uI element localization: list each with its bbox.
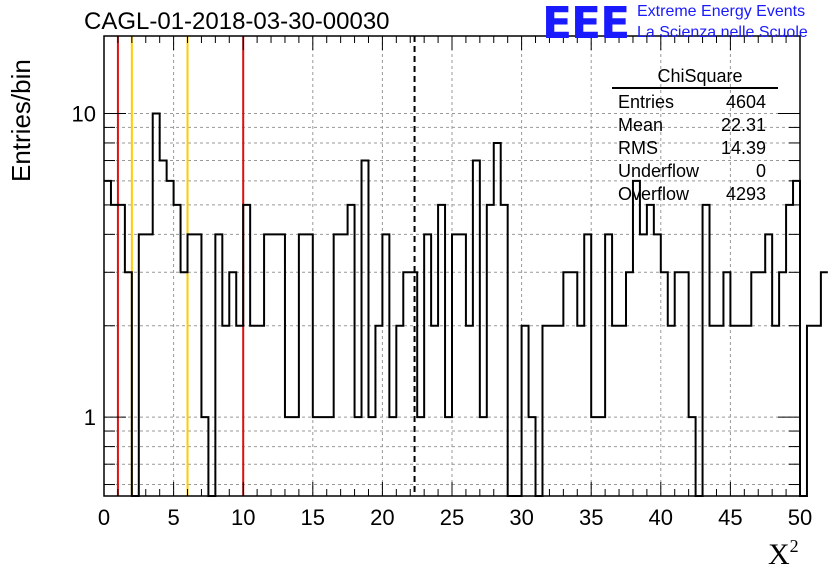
- x-tick-label: 25: [440, 505, 464, 530]
- x-tick-label: 50: [788, 505, 812, 530]
- logo-line-1: Extreme Energy Events: [637, 3, 806, 20]
- stats-row: Overflow 4293: [618, 184, 766, 204]
- x-tick-label: 30: [509, 505, 533, 530]
- y-tick-label: 10: [72, 102, 96, 127]
- x-axis-label: X2: [768, 536, 799, 571]
- reference-lines: [116, 36, 416, 496]
- histogram-series: [104, 112, 828, 497]
- x-tick-label: 40: [649, 505, 673, 530]
- x-tick-label: 35: [579, 505, 603, 530]
- y-tick-label: 1: [84, 405, 96, 430]
- stats-box: ChiSquare Entries 4604 Mean 22.31 RMS 14.39…: [612, 66, 778, 206]
- stats-row: Mean 22.31: [618, 115, 766, 135]
- logo-line-2: La Scienza nelle Scuole: [637, 24, 808, 41]
- x-tick-label: 0: [98, 505, 110, 530]
- x-tick-label: 10: [231, 505, 255, 530]
- x-tick-label: 45: [718, 505, 742, 530]
- y-tick-labels: 1 10: [72, 102, 96, 431]
- stats-box-title: ChiSquare: [657, 66, 743, 86]
- x-tick-label: 20: [370, 505, 394, 530]
- stats-box-divider: [612, 87, 778, 89]
- x-tick-label: 5: [167, 505, 179, 530]
- x-tick-label: 15: [301, 505, 325, 530]
- y-axis-label: Entries/bin: [6, 59, 36, 182]
- eee-logo: EEE: [542, 0, 630, 49]
- chart-title: CAGL-01-2018-03-30-00030: [84, 8, 390, 35]
- stats-row: Entries 4604: [618, 92, 766, 112]
- x-tick-labels: 0 5 10 15 20 25 30 35 40 45 50: [98, 505, 812, 530]
- stats-row: Underflow 0: [618, 161, 766, 181]
- stats-row: RMS 14.39: [618, 138, 766, 158]
- axes: [103, 35, 801, 497]
